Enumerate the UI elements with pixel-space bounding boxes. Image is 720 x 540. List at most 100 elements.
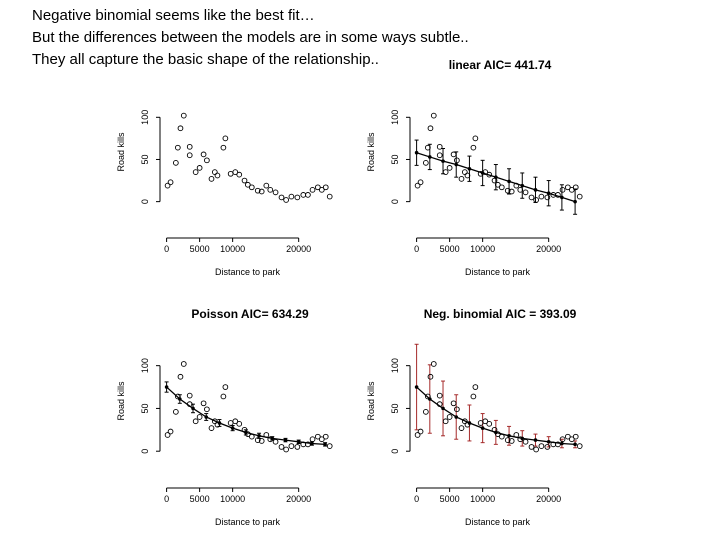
error-bar — [414, 343, 419, 431]
fit-point — [296, 439, 301, 444]
error-bar — [283, 437, 288, 443]
fit-point — [323, 442, 327, 447]
error-bar — [480, 413, 485, 444]
data-point — [508, 438, 515, 444]
data-point — [192, 169, 199, 175]
x-tick-label: 10000 — [470, 244, 495, 254]
data-point — [254, 437, 261, 443]
x-axis-label: Distance to park — [215, 517, 281, 527]
data-point — [318, 436, 325, 443]
error-bar — [427, 364, 432, 434]
data-point — [513, 432, 520, 438]
data-point — [220, 144, 227, 151]
error-bar — [454, 394, 459, 440]
data-point — [326, 193, 333, 200]
y-axis-label: Road kills — [366, 132, 376, 172]
data-point — [309, 436, 316, 443]
data-point — [236, 420, 243, 427]
fit-point — [441, 159, 445, 163]
fit-point — [546, 191, 551, 196]
data-point — [544, 194, 551, 201]
y-tick-label: 0 — [390, 199, 400, 204]
data-point — [417, 428, 424, 435]
fit-point — [560, 195, 564, 200]
error-bar — [546, 180, 551, 207]
fit-point — [507, 179, 511, 184]
y-tick-label: 50 — [140, 403, 150, 413]
data-point — [200, 400, 207, 407]
data-point — [232, 418, 239, 425]
x-axis-label: Distance to park — [465, 517, 531, 527]
data-point — [196, 165, 203, 171]
data-point — [232, 169, 239, 175]
data-point — [309, 186, 316, 193]
data-point — [576, 443, 583, 449]
data-point — [528, 194, 535, 201]
y-tick-label: 100 — [390, 358, 400, 373]
y-axis-label: Road kills — [366, 381, 376, 421]
data-point — [576, 193, 583, 200]
slide-text: But the differences between the models a… — [32, 29, 469, 46]
data-point — [446, 165, 453, 171]
fit-point — [573, 442, 577, 447]
data-point — [436, 401, 443, 408]
data-point — [241, 426, 248, 433]
data-point — [164, 182, 171, 189]
x-tick-label: 5000 — [440, 244, 460, 254]
x-tick-label: 0 — [414, 494, 419, 504]
fit-point — [204, 415, 209, 419]
data-point — [517, 436, 524, 443]
data-point — [322, 433, 329, 440]
data-point — [422, 409, 429, 415]
fit-point — [310, 441, 314, 446]
data-point — [305, 192, 311, 198]
data-point — [172, 159, 179, 166]
error-bar — [520, 172, 525, 199]
data-point — [322, 184, 329, 191]
x-tick-label: 0 — [164, 494, 169, 504]
x-tick-label: 0 — [164, 244, 169, 254]
data-point — [263, 182, 270, 189]
data-point — [220, 393, 227, 400]
data-point — [568, 186, 575, 193]
fit-point — [560, 441, 564, 446]
fit-point — [441, 406, 445, 411]
data-point — [174, 393, 181, 400]
data-point — [208, 425, 215, 431]
x-tick-label: 5000 — [440, 494, 460, 504]
x-tick-label: 20000 — [286, 494, 311, 504]
fit-point — [467, 166, 472, 171]
error-bar — [559, 438, 564, 449]
data-point — [458, 176, 465, 182]
y-tick-label: 100 — [390, 110, 400, 125]
x-tick-label: 10000 — [220, 244, 245, 254]
data-point — [436, 392, 443, 399]
data-point — [164, 432, 171, 438]
error-bar — [454, 151, 459, 178]
data-point — [272, 438, 279, 445]
fit-point — [257, 434, 261, 438]
fit-point — [428, 397, 432, 401]
data-point — [470, 144, 477, 151]
fit-point — [178, 397, 182, 401]
data-point — [236, 171, 243, 178]
data-point — [214, 172, 221, 179]
data-point — [572, 433, 579, 440]
y-tick-label: 100 — [140, 358, 150, 373]
fit-point — [230, 426, 235, 430]
data-point — [446, 414, 453, 420]
error-bar — [257, 432, 262, 439]
data-point — [427, 373, 434, 380]
data-point — [517, 186, 524, 193]
x-tick-label: 20000 — [536, 494, 561, 504]
data-point — [222, 384, 229, 390]
data-point — [288, 193, 295, 200]
data-point — [454, 157, 460, 164]
data-point — [559, 436, 566, 443]
data-point — [318, 186, 325, 193]
data-point — [424, 393, 431, 400]
y-axis-label: Road kills — [116, 381, 126, 421]
data-point — [424, 144, 431, 151]
data-point — [498, 433, 505, 440]
chart-title: Neg. binomial AIC = 393.09 — [424, 307, 577, 321]
